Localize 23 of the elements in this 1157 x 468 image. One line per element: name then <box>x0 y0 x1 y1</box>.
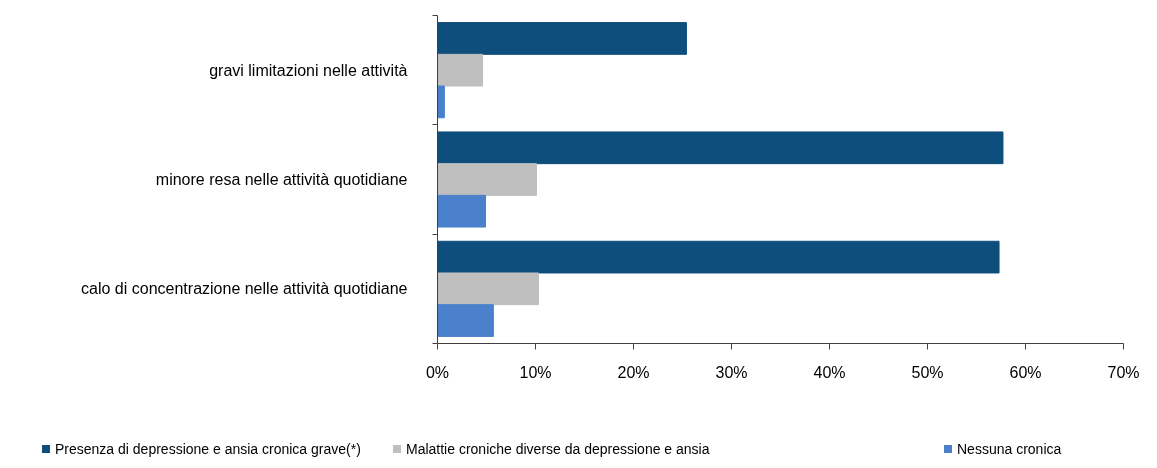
bar <box>437 22 687 55</box>
bar <box>437 53 484 87</box>
x-tick-label: 20% <box>617 363 650 381</box>
x-tick-label: 40% <box>813 363 846 381</box>
y-tick-label: gravi limitazioni nelle attività <box>209 61 408 79</box>
bar <box>437 131 1004 165</box>
bar <box>437 272 539 306</box>
x-tick-label: 60% <box>1009 363 1042 381</box>
legend-label: Presenza di depressione e ansia cronica grave(*) <box>54 440 361 459</box>
bar <box>437 163 537 196</box>
bar <box>437 194 487 228</box>
bar <box>437 240 1000 274</box>
bar <box>437 304 494 337</box>
x-tick-label: 70% <box>1107 363 1140 381</box>
legend-label: Nessuna cronica <box>956 440 1062 459</box>
x-tick-label: 10% <box>519 363 552 381</box>
legend-label: Malattie croniche diverse da depressione e ansia <box>405 440 710 459</box>
y-tick-label: calo di concentrazione nelle attività quotidiane <box>81 280 408 298</box>
bar <box>437 85 445 119</box>
x-tick-label: 50% <box>911 363 944 381</box>
y-tick-label: minore resa nelle attività quotidiane <box>155 171 408 188</box>
x-tick-label: 30% <box>715 363 748 381</box>
x-tick-label: 0% <box>425 363 450 381</box>
